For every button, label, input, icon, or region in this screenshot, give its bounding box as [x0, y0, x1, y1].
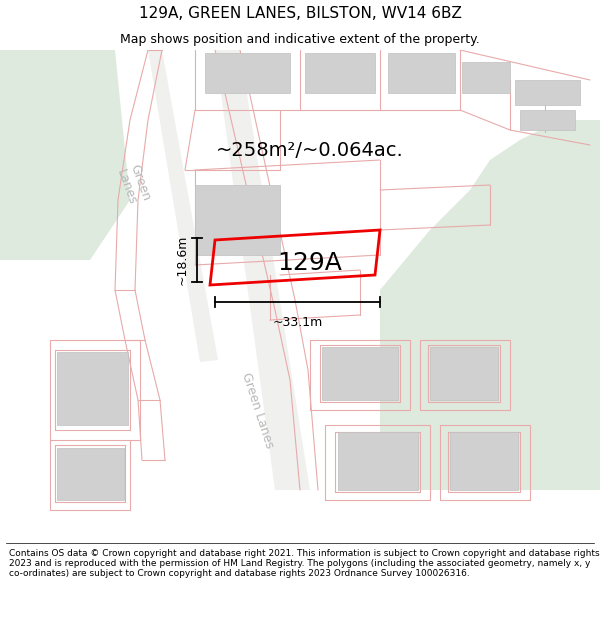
Polygon shape — [380, 120, 600, 490]
Text: 129A, GREEN LANES, BILSTON, WV14 6BZ: 129A, GREEN LANES, BILSTON, WV14 6BZ — [139, 6, 461, 21]
Bar — [195, 185, 280, 255]
Polygon shape — [215, 50, 310, 490]
Bar — [430, 347, 498, 400]
Text: Map shows position and indicative extent of the property.: Map shows position and indicative extent… — [120, 32, 480, 46]
Text: Green Lanes: Green Lanes — [239, 371, 277, 449]
Text: Green
Lanes: Green Lanes — [113, 162, 152, 208]
Bar — [57, 352, 128, 425]
Bar — [57, 448, 124, 500]
Bar — [322, 347, 398, 400]
Polygon shape — [148, 50, 218, 362]
Bar — [305, 53, 375, 93]
Bar — [205, 53, 290, 93]
Bar — [515, 80, 580, 105]
Text: ~258m²/~0.064ac.: ~258m²/~0.064ac. — [216, 141, 404, 159]
Bar — [520, 110, 575, 130]
Text: Contains OS data © Crown copyright and database right 2021. This information is : Contains OS data © Crown copyright and d… — [9, 549, 599, 578]
Bar — [388, 53, 455, 93]
Text: 129A: 129A — [278, 251, 343, 274]
Bar — [338, 432, 418, 490]
Text: ~18.6m: ~18.6m — [176, 235, 189, 285]
Bar — [450, 432, 518, 490]
Polygon shape — [0, 50, 130, 260]
Text: ~33.1m: ~33.1m — [272, 316, 323, 329]
Bar — [462, 62, 510, 93]
